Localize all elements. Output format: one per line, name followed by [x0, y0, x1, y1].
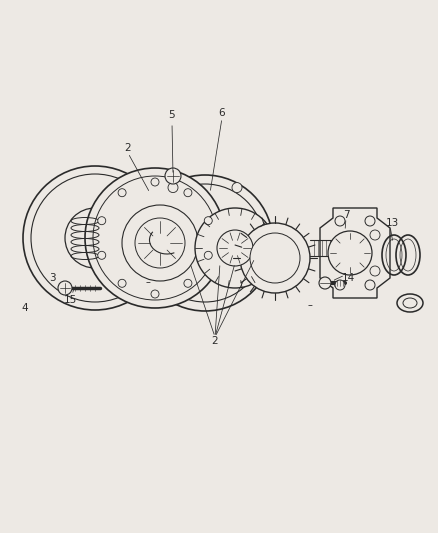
Circle shape: [23, 166, 166, 310]
Circle shape: [151, 290, 159, 298]
Circle shape: [216, 230, 252, 266]
Circle shape: [369, 266, 379, 276]
Circle shape: [369, 230, 379, 240]
Circle shape: [318, 277, 330, 289]
Circle shape: [204, 251, 212, 260]
Text: –: –: [307, 300, 312, 310]
Polygon shape: [319, 208, 389, 298]
Circle shape: [184, 189, 191, 197]
Circle shape: [231, 183, 241, 192]
Text: 7: 7: [342, 210, 349, 220]
Circle shape: [85, 168, 225, 308]
Text: 5: 5: [168, 110, 175, 120]
Circle shape: [240, 223, 309, 293]
Text: 2: 2: [211, 336, 218, 346]
Text: 4: 4: [21, 303, 28, 313]
Circle shape: [118, 279, 126, 287]
Text: –: –: [145, 277, 150, 287]
Circle shape: [364, 280, 374, 290]
Text: 14: 14: [341, 273, 354, 283]
Text: 6: 6: [218, 108, 225, 118]
Circle shape: [165, 168, 180, 184]
Circle shape: [327, 231, 371, 275]
Circle shape: [151, 178, 159, 186]
Text: 13: 13: [385, 218, 398, 228]
Circle shape: [364, 216, 374, 226]
Circle shape: [249, 233, 299, 283]
Circle shape: [118, 189, 126, 197]
Circle shape: [204, 217, 212, 225]
Text: 15: 15: [63, 295, 77, 305]
Text: 2: 2: [124, 143, 131, 153]
Circle shape: [58, 281, 72, 295]
Circle shape: [168, 183, 177, 192]
Ellipse shape: [402, 298, 416, 308]
Text: 3: 3: [49, 273, 55, 283]
Circle shape: [334, 280, 344, 290]
Circle shape: [194, 208, 274, 288]
Circle shape: [184, 279, 191, 287]
Circle shape: [334, 216, 344, 226]
Circle shape: [137, 175, 272, 311]
Circle shape: [98, 217, 106, 225]
Circle shape: [98, 251, 106, 260]
